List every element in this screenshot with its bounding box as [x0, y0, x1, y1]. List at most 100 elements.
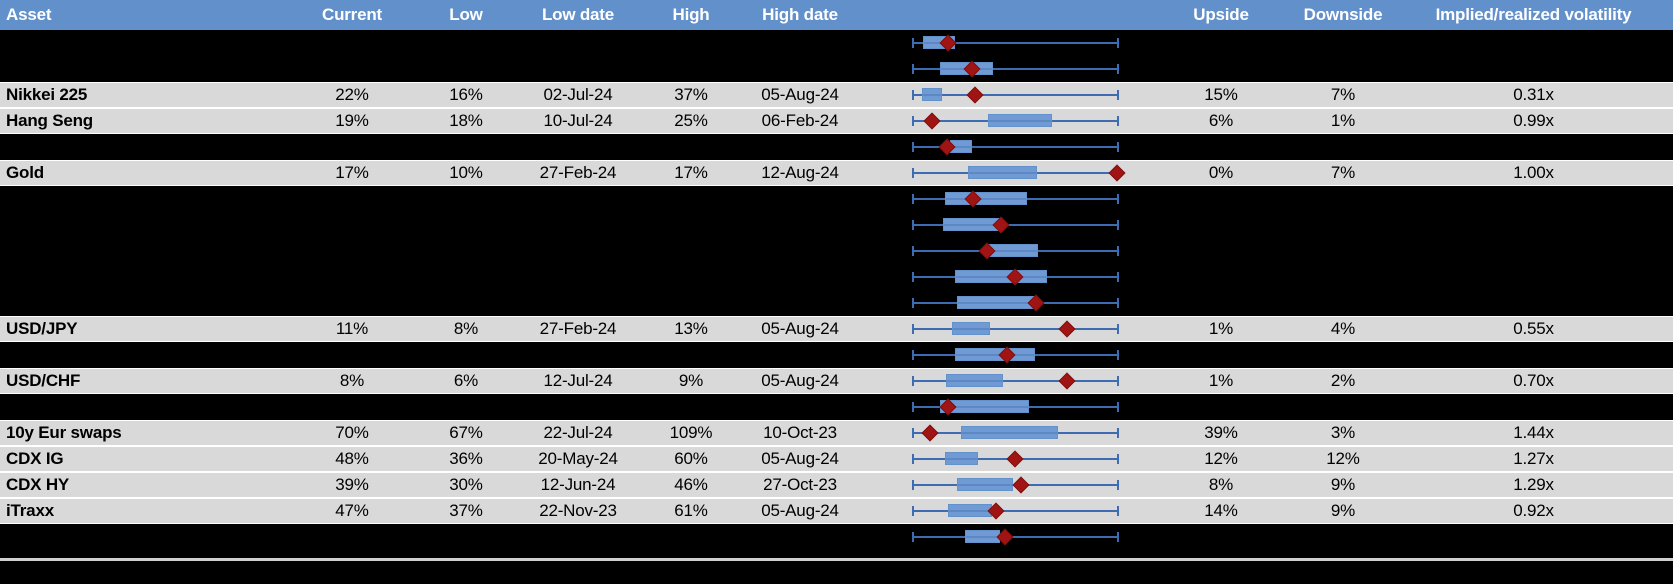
whisker-line	[913, 224, 1118, 226]
column-header-implied-realized: Implied/realized volatility	[1435, 5, 1632, 24]
current-marker-diamond-icon	[966, 86, 984, 104]
range-box-plot	[866, 499, 1150, 523]
implied-realized-cell: 1.44x	[1513, 423, 1554, 442]
asset-name-cell: iTraxx	[6, 501, 54, 520]
whisker-cap-right	[1117, 272, 1119, 282]
high-date-cell: 05-Aug-24	[761, 85, 839, 104]
box-midline	[968, 171, 1037, 174]
whisker-cap-left	[912, 220, 914, 230]
downside-value-cell: 3%	[1330, 423, 1356, 442]
low-date-cell: 20-May-24	[538, 449, 618, 468]
whisker-line	[913, 536, 1118, 538]
whisker-cap-left	[912, 194, 914, 204]
current-value-cell: 70%	[335, 423, 369, 442]
low-date-cell: 22-Nov-23	[539, 501, 617, 520]
whisker-cap-right	[1117, 376, 1119, 386]
box-midline	[985, 249, 1038, 252]
downside-value-cell: 7%	[1330, 163, 1356, 182]
table-row-10y-eur-swaps: 10y Eur swaps 70% 67% 22-Jul-24 109% 10-…	[0, 420, 1673, 446]
range-box	[944, 192, 1027, 205]
table-row-redacted	[0, 56, 1673, 82]
box-midline	[956, 275, 1047, 278]
box-midline	[958, 301, 1035, 304]
whisker-cap-left	[912, 428, 914, 438]
high-date-cell: 05-Aug-24	[761, 501, 839, 520]
range-box	[951, 322, 991, 335]
asset-name-cell: Gold	[6, 163, 44, 182]
downside-value-cell: 9%	[1330, 475, 1356, 494]
column-header-current: Current	[322, 5, 382, 24]
range-box-plot	[866, 134, 1150, 160]
current-marker-diamond-icon	[1108, 164, 1126, 182]
asset-name-cell: 10y Eur swaps	[6, 423, 122, 442]
table-row-usd-jpy: USD/JPY 11% 8% 27-Feb-24 13% 05-Aug-24 1…	[0, 316, 1673, 342]
low-date-cell: 22-Jul-24	[543, 423, 613, 442]
high-value-cell: 9%	[678, 371, 704, 390]
table-row-redacted	[0, 30, 1673, 56]
upside-value-cell: 12%	[1204, 449, 1238, 468]
range-box-plot	[866, 56, 1150, 82]
high-date-cell: 12-Aug-24	[761, 163, 839, 182]
low-value-cell: 30%	[449, 475, 483, 494]
current-value-cell: 48%	[335, 449, 369, 468]
range-box	[922, 88, 942, 101]
range-box-plot	[866, 342, 1150, 368]
whisker-cap-left	[912, 246, 914, 256]
whisker-cap-right	[1117, 298, 1119, 308]
whisker-cap-right	[1117, 480, 1119, 490]
whisker-cap-left	[912, 454, 914, 464]
box-midline	[989, 119, 1051, 122]
whisker-cap-right	[1117, 454, 1119, 464]
high-date-cell: 27-Oct-23	[763, 475, 837, 494]
table-row-redacted	[0, 264, 1673, 290]
implied-realized-cell: 0.31x	[1513, 85, 1554, 104]
low-value-cell: 36%	[449, 449, 483, 468]
low-value-cell: 18%	[449, 111, 483, 130]
range-box-plot	[866, 394, 1150, 420]
range-box	[955, 270, 1048, 283]
table-row-redacted	[0, 394, 1673, 420]
whisker-line	[913, 380, 1118, 382]
implied-realized-cell: 0.92x	[1513, 501, 1554, 520]
range-box	[946, 374, 1003, 387]
whisker-cap-left	[912, 506, 914, 516]
whisker-cap-right	[1117, 350, 1119, 360]
whisker-line	[913, 146, 1118, 148]
upside-value-cell: 8%	[1208, 475, 1234, 494]
box-midline	[943, 223, 1002, 226]
implied-realized-cell: 0.70x	[1513, 371, 1554, 390]
current-value-cell: 8%	[339, 371, 365, 390]
low-value-cell: 10%	[449, 163, 483, 182]
range-box-plot	[866, 30, 1150, 56]
low-value-cell: 67%	[449, 423, 483, 442]
table-row-cdx-hy: CDX HY 39% 30% 12-Jun-24 46% 27-Oct-23 8…	[0, 472, 1673, 498]
downside-value-cell: 2%	[1330, 371, 1356, 390]
current-marker-diamond-icon	[921, 424, 939, 442]
downside-value-cell: 12%	[1326, 449, 1360, 468]
whisker-cap-left	[912, 480, 914, 490]
table-row-hang-seng: Hang Seng 19% 18% 10-Jul-24 25% 06-Feb-2…	[0, 108, 1673, 134]
current-marker-diamond-icon	[1012, 476, 1030, 494]
whisker-cap-right	[1117, 428, 1119, 438]
column-header-upside: Upside	[1193, 5, 1249, 24]
column-header-high: High	[672, 5, 710, 24]
whisker-cap-right	[1117, 506, 1119, 516]
range-box-plot	[866, 238, 1150, 264]
asset-name-cell: Nikkei 225	[6, 85, 88, 104]
box-midline	[950, 145, 972, 148]
range-box	[957, 296, 1036, 309]
table-row-usd-chf: USD/CHF 8% 6% 12-Jul-24 9% 05-Aug-24 1% …	[0, 368, 1673, 394]
range-box-plot	[866, 83, 1150, 107]
box-midline	[956, 353, 1034, 356]
whisker-line	[913, 510, 1118, 512]
low-date-cell: 02-Jul-24	[543, 85, 613, 104]
asset-name-cell: USD/JPY	[6, 319, 78, 338]
box-midline	[924, 41, 954, 44]
current-value-cell: 22%	[335, 85, 369, 104]
whisker-cap-left	[912, 168, 914, 178]
table-row-redacted	[0, 186, 1673, 212]
range-box	[965, 530, 1000, 543]
range-box	[949, 140, 973, 153]
column-header-downside: Downside	[1303, 5, 1383, 24]
